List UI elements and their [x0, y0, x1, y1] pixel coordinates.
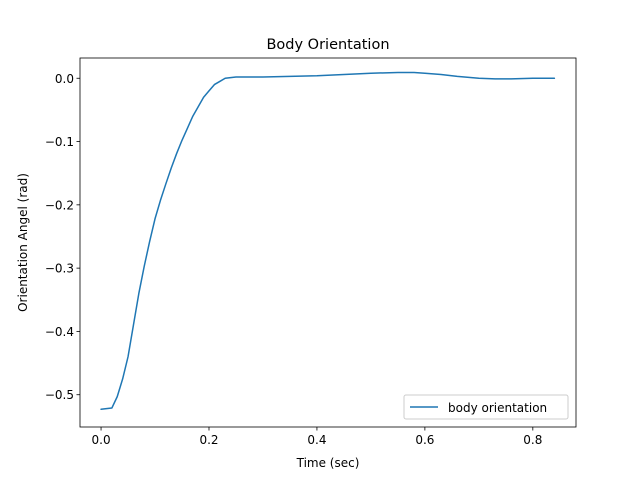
legend-label: body orientation	[448, 401, 547, 415]
legend: body orientation	[403, 394, 569, 420]
x-tick-label: 0.8	[523, 433, 542, 447]
plot-frame	[79, 57, 577, 428]
x-axis-title: Time (sec)	[296, 456, 360, 470]
legend-box	[403, 394, 569, 420]
x-tick-label: 0.0	[92, 433, 111, 447]
y-tick-label: −0.3	[45, 262, 74, 276]
x-tick-label: 0.2	[199, 433, 218, 447]
x-axis-ticks: 0.0 0.2 0.4 0.6 0.8	[92, 427, 542, 447]
y-tick-label: 0.0	[55, 72, 74, 86]
y-tick-label: −0.5	[45, 388, 74, 402]
plot-background	[80, 58, 576, 427]
y-tick-label: −0.4	[45, 325, 74, 339]
y-tick-label: −0.2	[45, 198, 74, 212]
chart-title: Body Orientation	[266, 37, 389, 53]
series-layer	[100, 71, 556, 411]
y-tick-label: −0.1	[45, 135, 74, 149]
x-tick-label: 0.6	[415, 433, 434, 447]
series-line	[100, 71, 556, 411]
y-axis-ticks: 0.0 −0.1 −0.2 −0.3 −0.4 −0.5	[45, 72, 80, 402]
plot-area: 0.0 0.2 0.4 0.6 0.8 0.0 −0.1 −0.2 −0.3 −0.4 −0.5	[45, 57, 577, 447]
x-tick-label: 0.4	[307, 433, 326, 447]
y-axis-title: Orientation Angel (rad)	[16, 173, 30, 312]
